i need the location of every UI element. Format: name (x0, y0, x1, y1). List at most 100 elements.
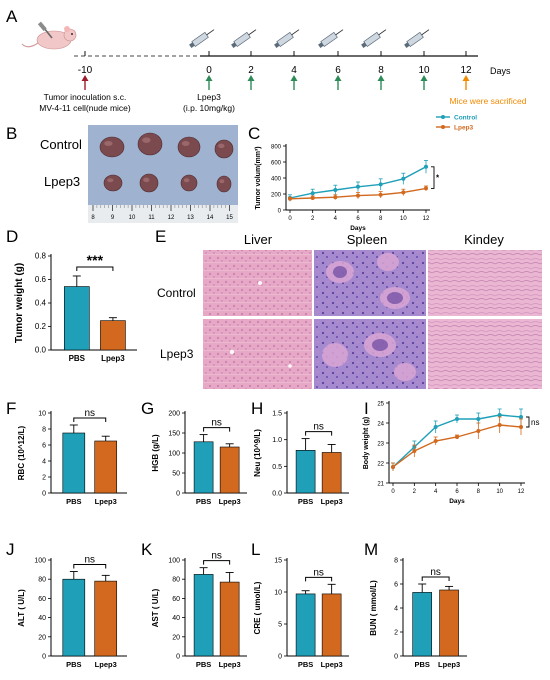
chart-i-point (497, 413, 502, 417)
chart-l-category-label: PBS (298, 660, 313, 669)
chart-d-y-tick-label: 0.6 (35, 275, 47, 284)
timeline-arrowhead (81, 75, 89, 81)
tumor-highlight (142, 137, 151, 143)
chart-k-y-tick-label: 20 (172, 634, 180, 641)
chart-d-category-label: Lpep3 (101, 354, 125, 363)
tumor-specimen (137, 132, 163, 156)
panel-letter-g: G (141, 399, 154, 418)
chart-c-legend-label: Lpep3 (454, 125, 474, 132)
chart-i-x-tick-label: 8 (477, 489, 481, 495)
chart-l-category-label: Lpep3 (321, 660, 343, 669)
chart-f-category-label: Lpep3 (95, 497, 117, 506)
chart-d-bar (64, 286, 90, 351)
chart-h-sig-bracket (305, 431, 333, 436)
chart-c-x-tick-label: 2 (311, 216, 315, 222)
tumor-row-lpep3: Lpep3 (44, 174, 80, 189)
chart-c-x-tick-label: 6 (356, 216, 360, 222)
chart-d-sig-label: *** (87, 252, 104, 268)
chart-c-point (378, 192, 383, 197)
chart-h-category-label: PBS (298, 497, 313, 506)
chart-i-point (455, 435, 459, 439)
chart-k-y-label: AST ( U/L) (151, 588, 160, 627)
timeline-tick-label: 2 (248, 65, 254, 76)
timeline-tick-label: 0 (206, 65, 212, 76)
chart-c-legend-marker (441, 115, 445, 119)
chart-rbc: 0 2 4 6 8 10 RBC (10^12/L) PBS Lpep3 ns (17, 408, 127, 506)
chart-c-point (310, 196, 315, 200)
chart-k-bar (219, 581, 240, 657)
chart-i-y-tick-label: 25 (377, 402, 384, 408)
chart-g-y-label: HGB (g/L) (151, 434, 160, 472)
chart-i-point (412, 449, 417, 453)
tumor-photo: 8 9 10 11 12 13 14 15 (88, 125, 238, 223)
histology-kidney-lpep3 (428, 319, 542, 389)
chart-c-point (310, 191, 315, 196)
chart-c-x-tick-label: 12 (423, 216, 430, 222)
chart-m-sig-label: ns (430, 567, 441, 578)
chart-c-point (333, 195, 338, 200)
chart-g-y-tick-label: 0 (176, 491, 180, 498)
tumor-highlight (218, 143, 225, 149)
chart-l-y-tick-label: 0 (278, 654, 282, 661)
chart-i-x-tick-label: 6 (455, 489, 459, 495)
histology-grid (203, 250, 542, 389)
treatment-note-1: Lpep3 (197, 92, 221, 102)
panel-letter-b: B (6, 124, 17, 143)
ruler-tick-label: 8 (91, 215, 95, 221)
histology-col-kidney: Kindey (464, 232, 504, 247)
chart-g-y-tick-label: 100 (168, 451, 180, 458)
chart-i-y-tick-label: 24 (377, 422, 384, 428)
chart-f-sig-bracket (73, 417, 107, 422)
chart-alt: 0 20 40 60 80 100 ALT ( U/L) PBS Lpep3 ns (17, 555, 127, 669)
chart-i-x-tick-label: 12 (518, 489, 525, 495)
chart-i-sig-label: ns (531, 418, 539, 427)
chart-k-y-tick-label: 0 (176, 654, 180, 661)
panel-letter-d: D (6, 227, 18, 246)
chart-g-y-tick-label: 200 (168, 411, 180, 418)
chart-g-category-label: Lpep3 (219, 497, 241, 506)
chart-c-y-tick-label: 800 (271, 145, 282, 151)
tumor-specimen (180, 174, 198, 192)
chart-f-sig-label: ns (84, 408, 95, 419)
chart-h-y-tick-label: 0.5 (272, 464, 282, 471)
chart-i-point (497, 423, 502, 427)
chart-c-point (401, 176, 406, 181)
chart-f-y-tick-label: 2 (42, 475, 46, 482)
timeline-arrowhead (334, 75, 342, 81)
chart-h-bar (321, 452, 342, 494)
tumor-specimen (216, 175, 232, 193)
chart-i-point (455, 417, 459, 421)
chart-g-bar (219, 446, 240, 494)
syringe-icon (231, 29, 257, 48)
chart-l-y-tick-label: 10 (274, 590, 282, 597)
chart-k-category-label: PBS (196, 660, 211, 669)
tumor-specimen (214, 139, 234, 159)
chart-d-y-tick-label: 0.2 (35, 322, 47, 331)
chart-c-point (356, 184, 360, 189)
chart-h-y-label: Neu (10^9/L) (253, 429, 262, 477)
chart-f-y-tick-label: 6 (42, 443, 46, 450)
chart-k-category-label: Lpep3 (219, 660, 241, 669)
syringe-icon (318, 29, 344, 48)
inoculation-note-2: MV-4-11 cell(nude mice) (39, 103, 131, 113)
chart-c-y-tick-label: 200 (271, 193, 282, 199)
chart-g-y-tick-label: 150 (168, 431, 180, 438)
chart-i-point (476, 429, 481, 433)
chart-c-y-tick-label: 400 (271, 177, 282, 183)
chart-i-y-tick-label: 22 (377, 462, 384, 468)
chart-i-point (476, 417, 481, 421)
chart-c-sig-label: * (436, 174, 440, 183)
chart-i-y-label: Body weight (g) (363, 417, 370, 470)
timeline-tick-label: 10 (418, 65, 430, 76)
panel-letter-c: C (248, 124, 260, 143)
chart-c-point (424, 186, 428, 191)
chart-m-y-label: BUN ( mmol/L) (369, 580, 378, 636)
chart-i-x-label: Days (449, 498, 465, 505)
chart-h-bar (295, 450, 316, 494)
chart-i-series-line (392, 424, 522, 468)
chart-d-y-label: Tumor weight (g) (14, 263, 25, 343)
chart-i-sig-bracket (526, 416, 530, 428)
ruler-tick-label: 10 (129, 215, 136, 221)
syringe-icon (189, 29, 215, 48)
chart-m-category-label: PBS (414, 660, 429, 669)
